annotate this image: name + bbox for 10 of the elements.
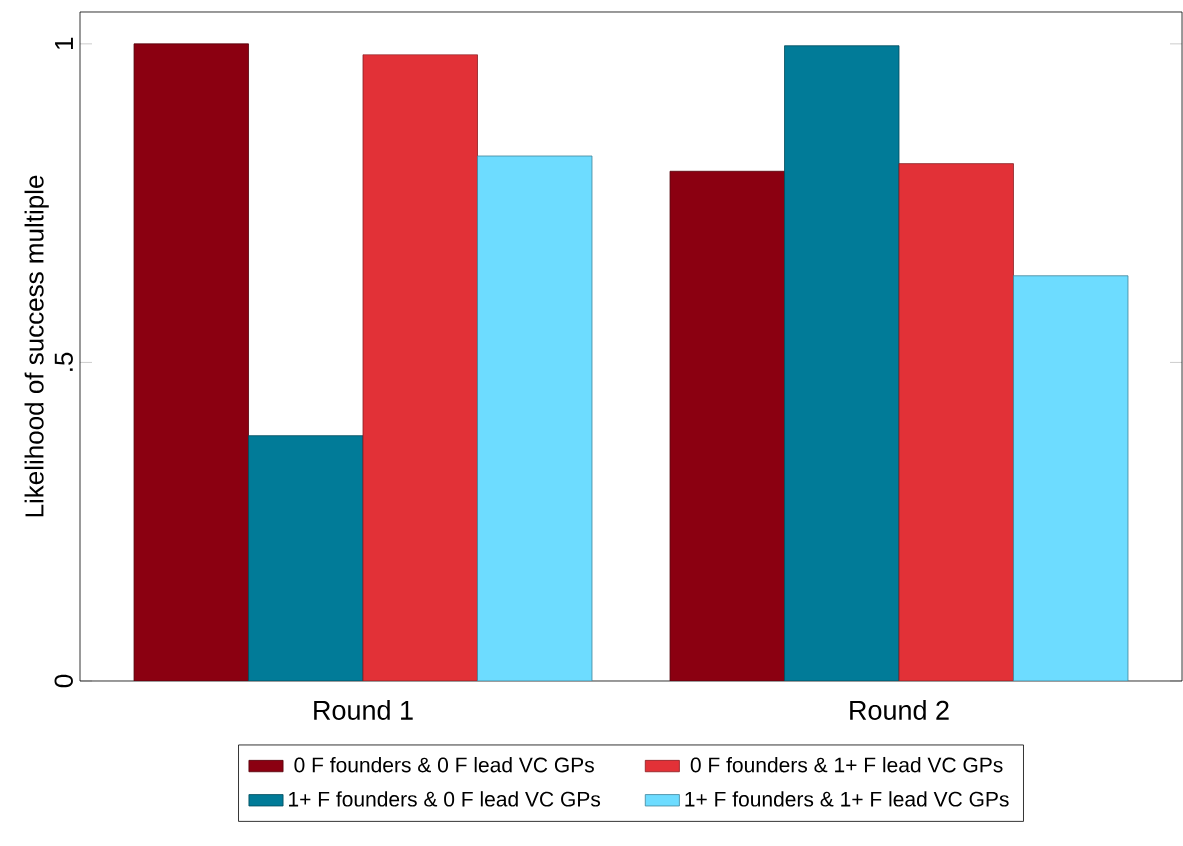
y-tick-label: 1 xyxy=(55,37,73,50)
legend-label: 0 F founders & 1+ F lead VC GPs xyxy=(690,756,1003,773)
y-tick-label: .5 xyxy=(54,352,73,371)
legend-label: 0 F founders & 0 F lead VC GPs xyxy=(294,756,594,773)
y-tick-label: 0 xyxy=(54,674,73,688)
x-tick-label: Round 2 xyxy=(850,700,949,720)
legend-label: 1+ F founders & 0 F lead VC GPs xyxy=(289,791,601,807)
x-tick-label: Round 1 xyxy=(314,700,413,720)
y-axis-title: Likelihood of success multiple xyxy=(24,175,49,517)
legend-label: 1+ F founders & 1+ F lead VC GPs xyxy=(685,791,1009,807)
